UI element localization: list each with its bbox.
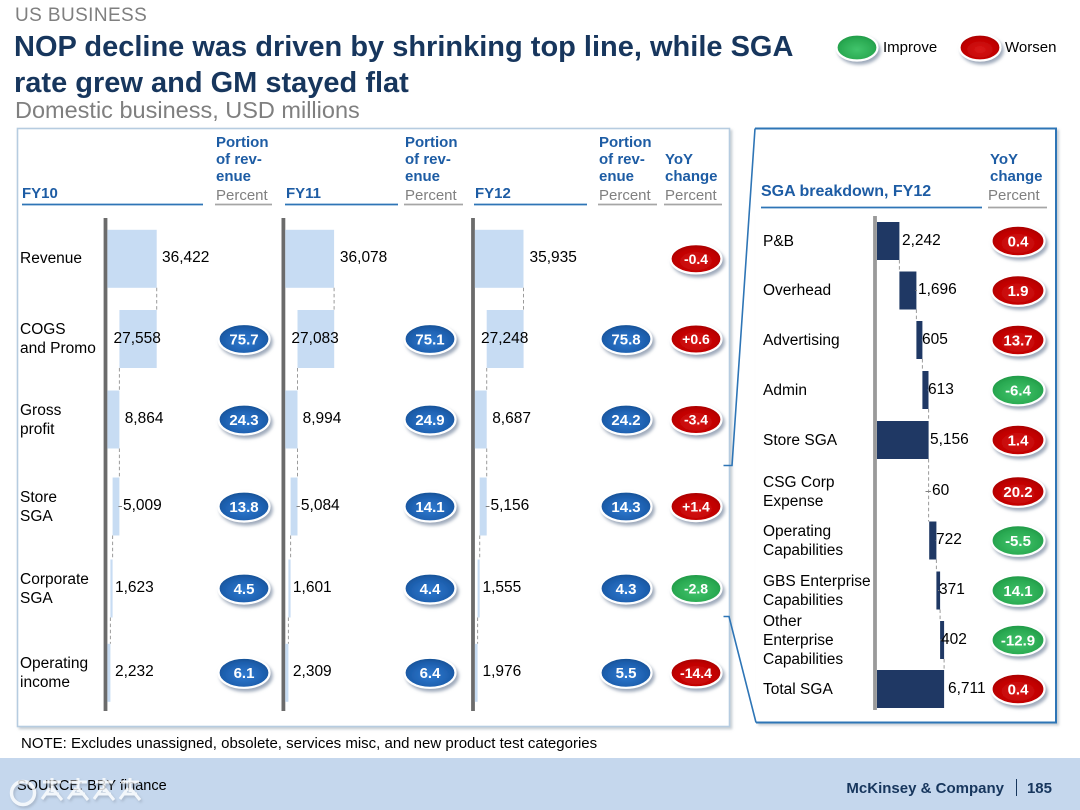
svg-text:1.4: 1.4 [1008, 432, 1030, 449]
svg-text:4.4: 4.4 [420, 581, 442, 598]
svg-text:75.1: 75.1 [415, 331, 444, 348]
svg-text:0.4: 0.4 [1008, 233, 1030, 250]
svg-text:14.1: 14.1 [1003, 583, 1032, 600]
svg-text:24.2: 24.2 [611, 412, 640, 429]
svg-text:-6.4: -6.4 [1005, 382, 1032, 399]
svg-text:5.5: 5.5 [616, 665, 637, 682]
svg-text:1.9: 1.9 [1008, 283, 1029, 300]
svg-text:75.7: 75.7 [229, 331, 258, 348]
svg-text:-14.4: -14.4 [680, 665, 712, 681]
svg-text:0.4: 0.4 [1008, 681, 1030, 698]
svg-text:-12.9: -12.9 [1001, 632, 1035, 649]
svg-text:-2.8: -2.8 [684, 581, 708, 597]
svg-text:75.8: 75.8 [611, 331, 640, 348]
svg-text:-0.4: -0.4 [684, 251, 708, 267]
svg-text:20.2: 20.2 [1003, 484, 1032, 501]
svg-text:14.3: 14.3 [611, 499, 640, 516]
svg-text:13.8: 13.8 [229, 499, 258, 516]
svg-text:-5.5: -5.5 [1005, 533, 1031, 550]
svg-text:24.9: 24.9 [415, 412, 444, 429]
svg-text:+0.6: +0.6 [682, 331, 710, 347]
svg-text:13.7: 13.7 [1003, 332, 1032, 349]
svg-text:6.1: 6.1 [234, 665, 255, 682]
svg-text:4.5: 4.5 [234, 581, 255, 598]
svg-text:14.1: 14.1 [415, 499, 444, 516]
svg-text:-3.4: -3.4 [684, 412, 708, 428]
svg-text:+1.4: +1.4 [682, 499, 710, 515]
svg-text:24.3: 24.3 [229, 412, 258, 429]
svg-text:4.3: 4.3 [616, 581, 637, 598]
svg-text:6.4: 6.4 [420, 665, 442, 682]
